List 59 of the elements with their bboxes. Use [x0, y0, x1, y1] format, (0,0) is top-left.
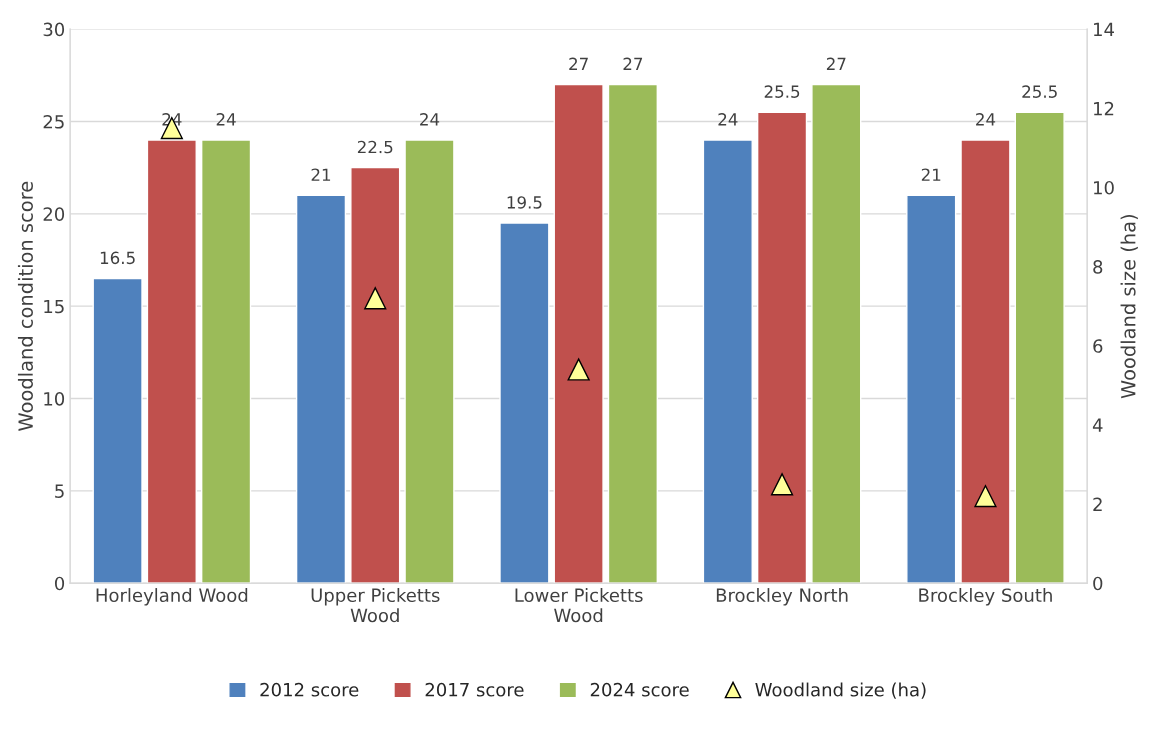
bar	[553, 83, 604, 584]
y-tick-label: 15	[44, 299, 64, 314]
data-label: 24	[976, 113, 996, 126]
bar	[960, 139, 1011, 584]
bar	[200, 139, 252, 584]
data-label: 24	[420, 113, 440, 126]
y2-tick-label: 14	[1094, 22, 1114, 37]
y2-axis-title: Woodland size (ha)	[1120, 215, 1138, 399]
y2-tick-label: 8	[1093, 260, 1103, 274]
bar	[1014, 111, 1065, 584]
y-tick-label: 10	[44, 391, 65, 406]
data-label: 24	[718, 113, 738, 126]
point	[567, 358, 590, 381]
x-tick-label: Brockley North	[716, 588, 848, 606]
data-label: 25.5	[1022, 85, 1057, 98]
data-label: 25.5	[764, 85, 800, 98]
x-tick-label: Upper Picketts Wood	[311, 588, 440, 623]
point	[974, 485, 997, 508]
y-tick-label: 20	[43, 207, 65, 221]
data-label: 19.5	[507, 196, 542, 209]
legend-label: 2012 score	[260, 682, 359, 697]
data-label: 27	[569, 57, 588, 70]
x-tick-label: Horleyland Wood	[96, 588, 248, 606]
data-label: 21	[311, 168, 331, 181]
bar	[756, 111, 808, 584]
y-tick-label: 25	[43, 114, 64, 129]
legend-label: 2024 score	[590, 682, 689, 697]
legend-label: 2017 score	[425, 682, 524, 697]
bar	[350, 166, 401, 584]
y2-tick-label: 12	[1094, 101, 1114, 116]
bar	[146, 139, 197, 584]
bar	[811, 83, 862, 584]
bar	[92, 277, 143, 584]
y-axis-title: Woodland condition score	[17, 181, 33, 431]
legend-label: Woodland size (ha)	[755, 682, 926, 699]
bar	[702, 139, 753, 584]
data-label: 21	[921, 168, 941, 181]
y2-tick-label: 0	[1093, 576, 1103, 591]
y-tick-label: 30	[43, 22, 65, 37]
x-tick-label: Brockley South	[919, 588, 1052, 606]
data-label: 27	[826, 57, 846, 70]
y2-tick-label: 6	[1093, 339, 1103, 353]
bar	[499, 222, 550, 584]
y2-tick-label: 2	[1093, 497, 1102, 511]
point	[770, 473, 794, 496]
bar	[607, 83, 659, 584]
bar	[906, 194, 957, 584]
bar	[295, 194, 347, 584]
point	[364, 287, 387, 310]
x-tick-label: Lower Picketts Wood	[515, 588, 643, 623]
data-label: 27	[623, 57, 643, 70]
y2-tick-label: 4	[1092, 418, 1103, 432]
y-tick-label: 5	[55, 484, 64, 498]
data-label: 22.5	[357, 140, 393, 154]
data-label: 16.5	[100, 251, 135, 265]
data-label: 24	[216, 113, 236, 126]
y2-tick-label: 10	[1094, 180, 1114, 195]
bar	[404, 139, 455, 584]
y-tick-label: 0	[54, 576, 65, 591]
